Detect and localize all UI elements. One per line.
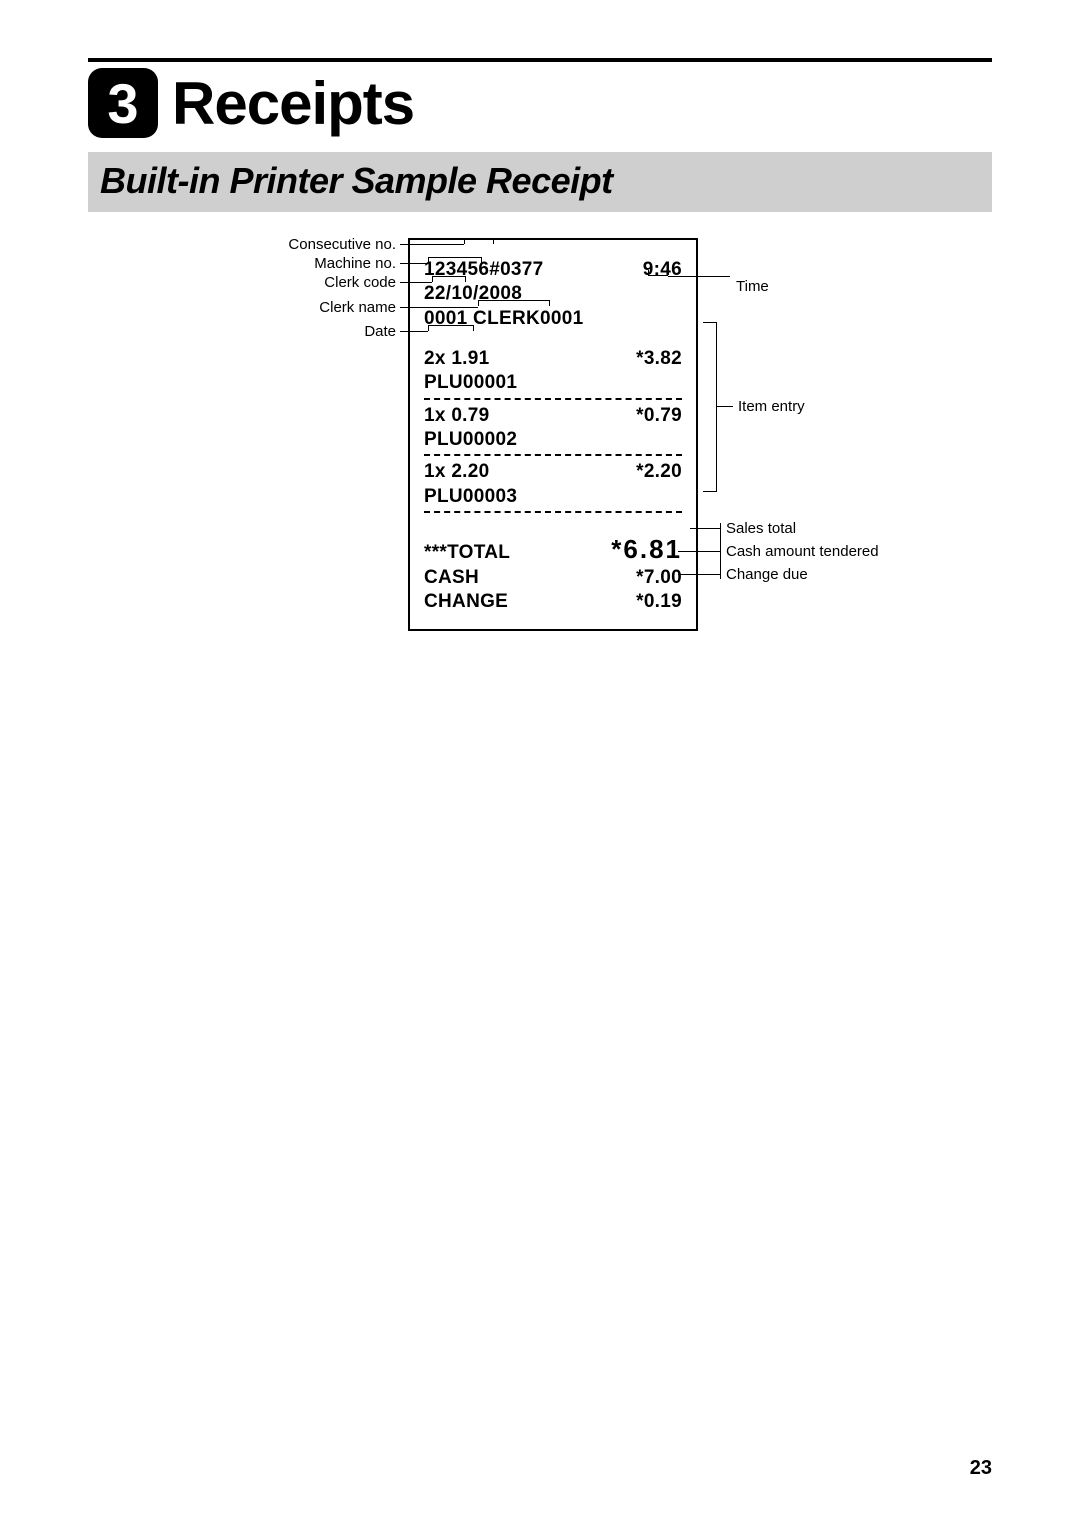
label-time: Time	[736, 278, 936, 295]
label-item-entry: Item entry	[738, 398, 938, 415]
receipt-cash-label: CASH	[424, 566, 479, 590]
receipt-total-row: ***TOTAL *6.81	[424, 533, 682, 566]
receipt-item-plu: PLU00002	[424, 428, 682, 452]
section-title: Receipts	[172, 69, 414, 138]
label-consecutive-no: Consecutive no.	[276, 236, 396, 253]
receipt-item-amount: *0.79	[636, 404, 682, 428]
label-date: Date	[276, 323, 396, 340]
bracket-item-entry	[703, 322, 717, 492]
receipt-header-line2: 0001 CLERK0001	[424, 307, 682, 331]
receipt-separator	[424, 398, 682, 400]
receipt-cash-row: CASH *7.00	[424, 566, 682, 590]
receipt-total-value: *6.81	[611, 533, 682, 566]
receipt-item-row: 2x 1.91 *3.82	[424, 347, 682, 371]
receipt-cash-value: *7.00	[636, 566, 682, 590]
label-clerk-name: Clerk name	[276, 299, 396, 316]
receipt-change-value: *0.19	[636, 590, 682, 614]
section-number-badge: 3	[88, 68, 158, 138]
receipt-item-qtyprice: 1x 0.79	[424, 404, 490, 428]
receipt-item-plu: PLU00003	[424, 485, 682, 509]
receipt-separator	[424, 454, 682, 456]
label-change-due: Change due	[726, 566, 926, 583]
label-sales-total: Sales total	[726, 520, 926, 537]
receipt-item-plu: PLU00001	[424, 371, 682, 395]
leader-line	[717, 406, 733, 407]
receipt-item-amount: *2.20	[636, 460, 682, 484]
section-header: 3 Receipts	[88, 68, 992, 138]
receipt-header-left: 123456#0377 22/10/2008	[424, 258, 643, 307]
receipt-item-amount: *3.82	[636, 347, 682, 371]
receipt-diagram: Consecutive no. Machine no. Clerk code C…	[88, 230, 992, 680]
page-number: 23	[970, 1457, 992, 1480]
top-rule	[88, 58, 992, 62]
receipt-header-line1: 123456#0377 22/10/2008 9:46	[424, 258, 682, 307]
receipt-total-label: ***TOTAL	[424, 541, 510, 565]
label-clerk-code: Clerk code	[276, 274, 396, 291]
receipt-change-label: CHANGE	[424, 590, 508, 614]
receipt-separator	[424, 511, 682, 513]
receipt-header-right: 9:46	[643, 258, 682, 307]
receipt-item-row: 1x 0.79 *0.79	[424, 404, 682, 428]
section-subtitle: Built-in Printer Sample Receipt	[88, 152, 992, 212]
label-cash-amount: Cash amount tendered	[726, 543, 926, 560]
section-number: 3	[107, 71, 138, 136]
receipt-box: 123456#0377 22/10/2008 9:46 0001 CLERK00…	[408, 238, 698, 631]
label-machine-no: Machine no.	[276, 255, 396, 272]
receipt-change-row: CHANGE *0.19	[424, 590, 682, 614]
receipt-item-qtyprice: 1x 2.20	[424, 460, 490, 484]
leader-vline	[720, 523, 721, 579]
receipt-item-qtyprice: 2x 1.91	[424, 347, 490, 371]
receipt-item-row: 1x 2.20 *2.20	[424, 460, 682, 484]
